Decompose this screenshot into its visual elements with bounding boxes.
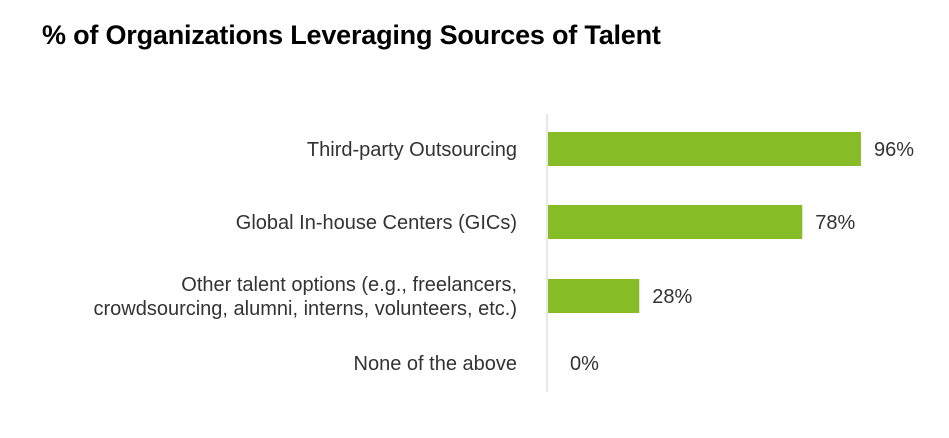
category-label-line: Global In-house Centers (GICs) [236,212,517,234]
value-label: 28% [652,286,692,308]
category-label-line: Third-party Outsourcing [307,139,517,161]
value-label: 0% [570,353,599,375]
bar [548,132,861,166]
bar [548,279,640,313]
category-label: None of the above [354,353,517,375]
category-label: Third-party Outsourcing [307,139,517,161]
value-labels: 96% 78% 28% 0% [570,139,914,375]
category-label: Other talent options (e.g., freelancers,… [93,274,517,320]
category-label-line: None of the above [354,353,517,375]
category-label: Global In-house Centers (GICs) [236,212,517,234]
value-label: 78% [815,212,855,234]
bars-layer [548,132,861,313]
value-label: 96% [874,139,914,161]
chart-title: % of Organizations Leveraging Sources of… [42,20,661,50]
category-label-line: Other talent options (e.g., freelancers, [181,274,517,296]
category-labels: Third-party Outsourcing Global In-house C… [93,139,517,375]
bar [548,205,803,239]
category-label-line: crowdsourcing, alumni, interns, voluntee… [93,298,517,320]
